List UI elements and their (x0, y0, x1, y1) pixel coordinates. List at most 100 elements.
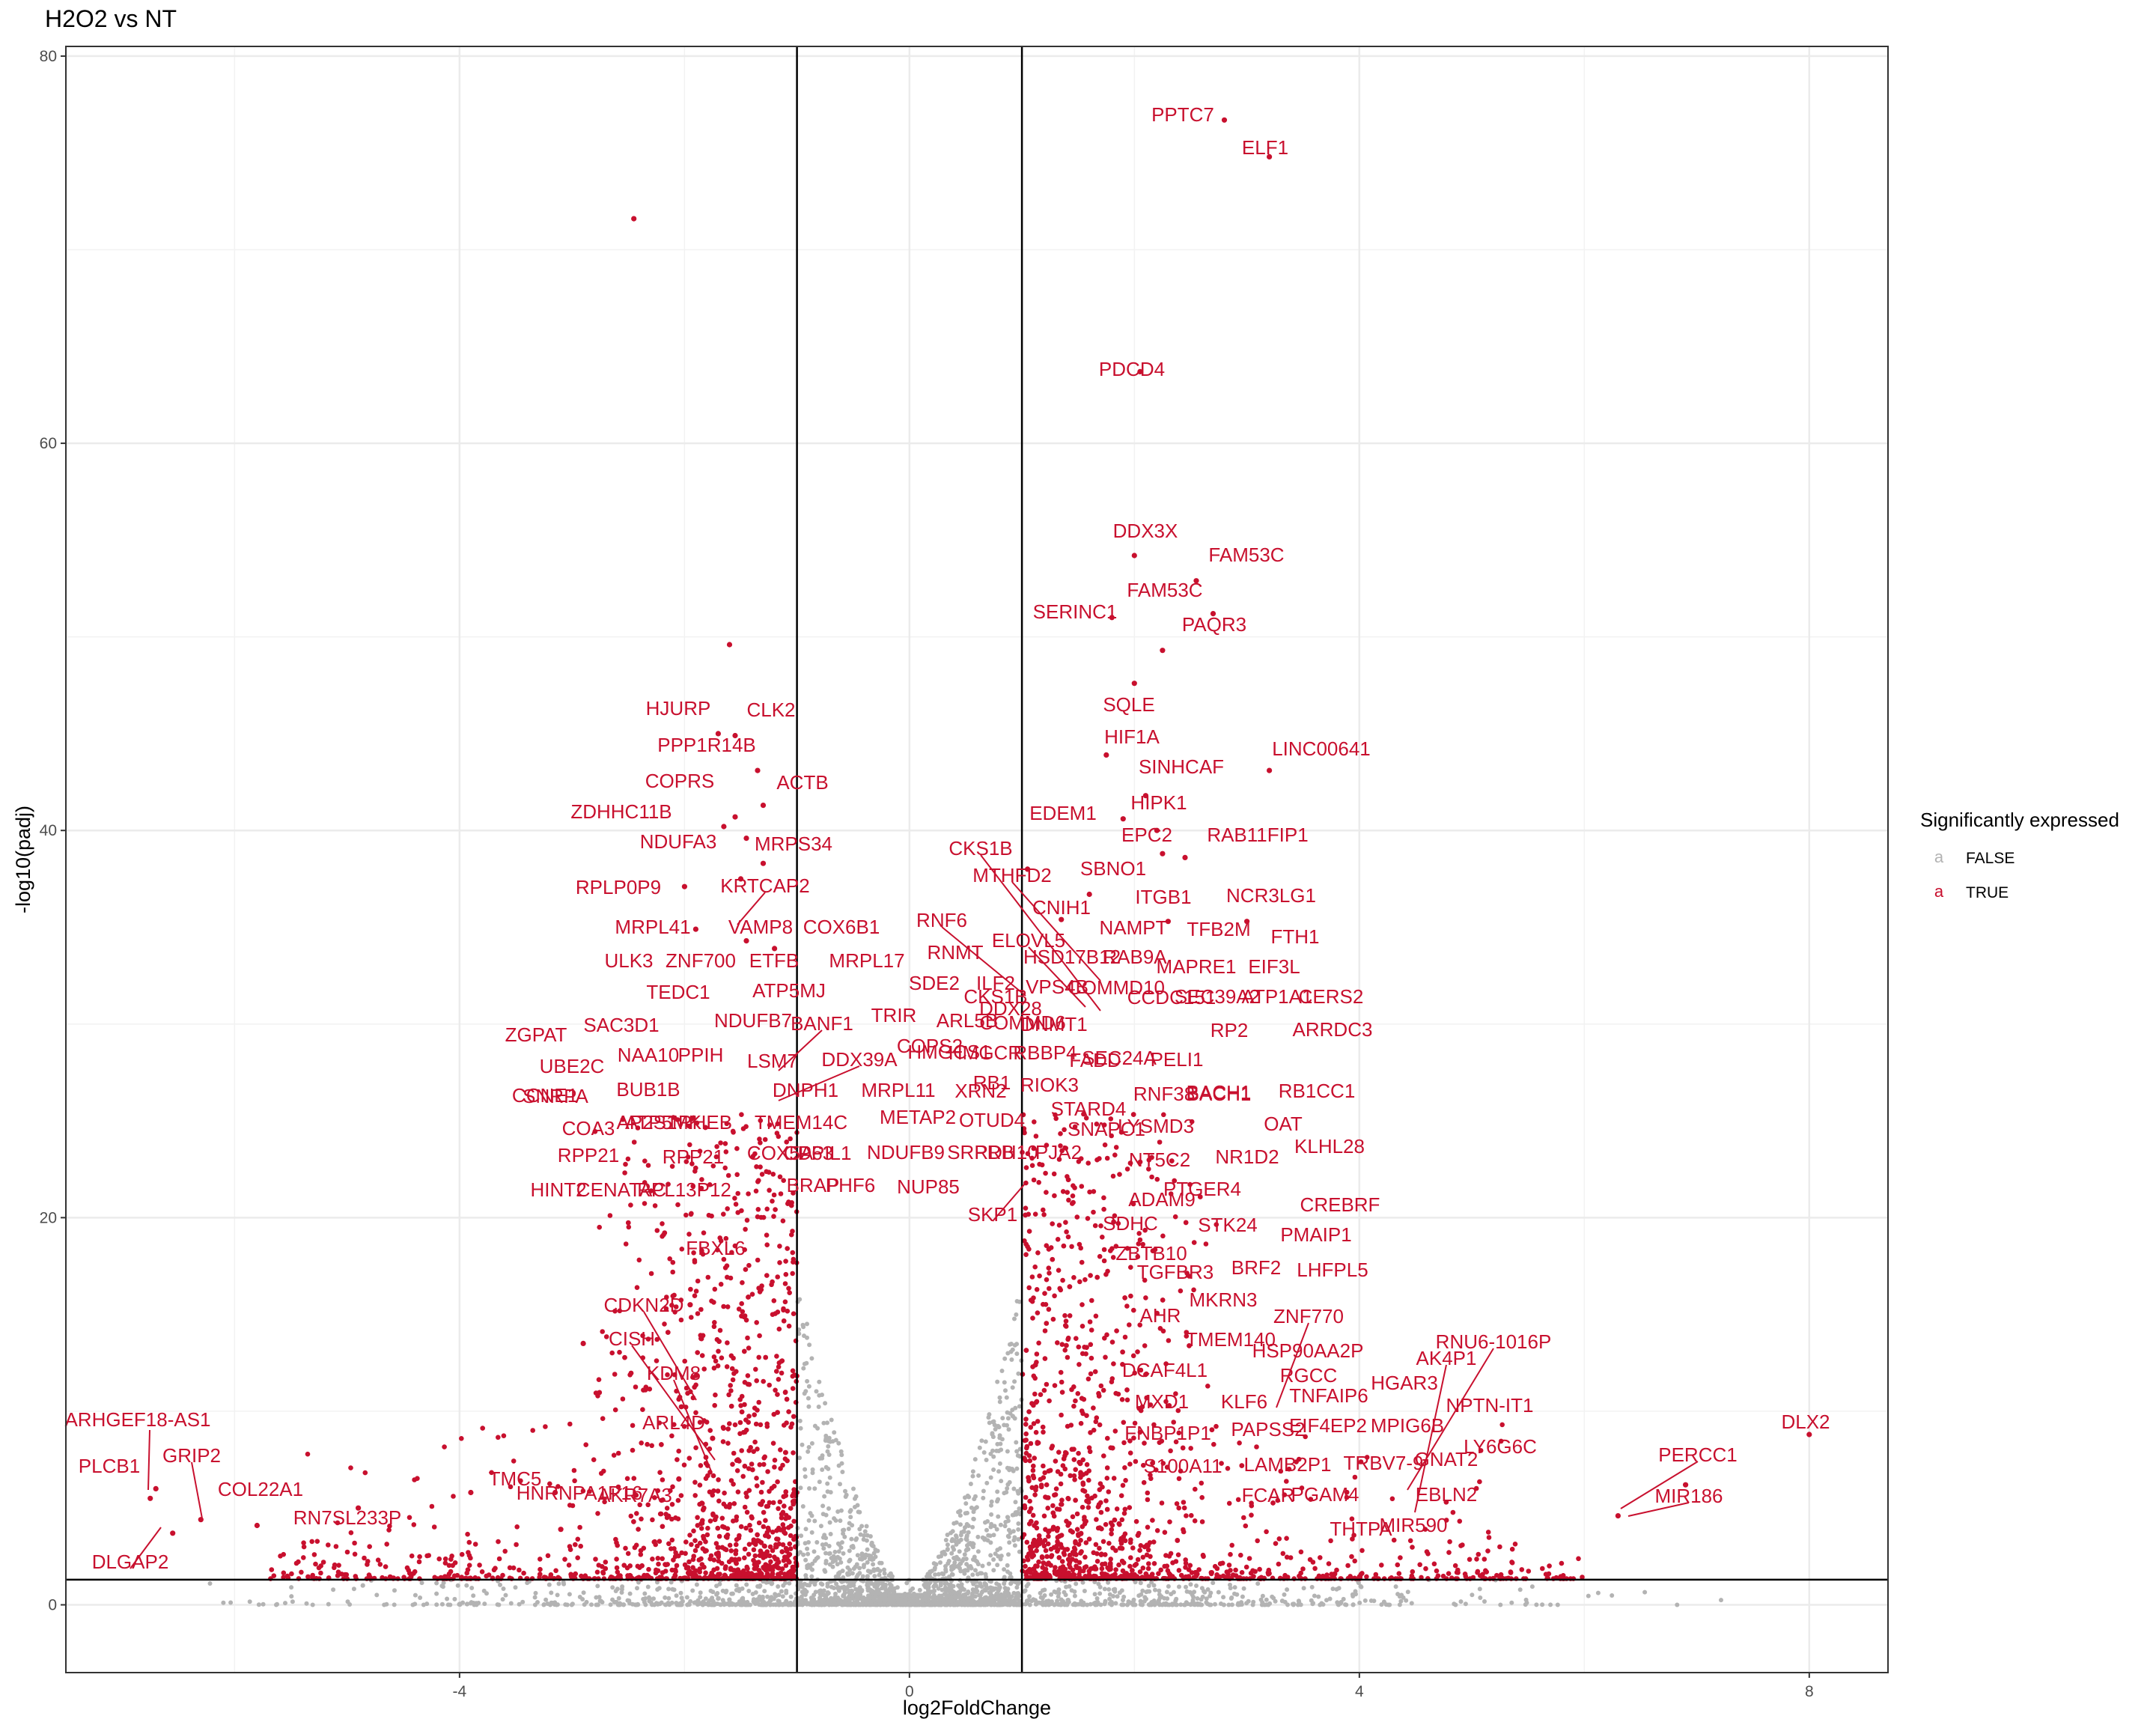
data-point-nonsignificant (958, 1522, 963, 1527)
data-point-nonsignificant (799, 1599, 804, 1604)
data-point-nonsignificant (826, 1602, 832, 1607)
data-point-significant (1237, 1440, 1242, 1446)
data-point-significant (1108, 1248, 1113, 1253)
data-point-significant (1084, 1413, 1089, 1418)
data-point-significant (730, 1461, 735, 1467)
data-point-significant (1199, 1494, 1205, 1500)
data-point-nonsignificant (289, 1594, 294, 1599)
data-point-nonsignificant (828, 1439, 832, 1444)
data-point-nonsignificant (802, 1589, 807, 1595)
data-point-nonsignificant (1211, 1581, 1216, 1586)
data-point-nonsignificant (695, 1600, 700, 1605)
data-point-significant (770, 1548, 776, 1554)
data-point-significant (417, 1554, 422, 1560)
data-point-nonsignificant (290, 1599, 295, 1604)
data-point-significant (701, 1230, 707, 1235)
data-point-significant (442, 1560, 448, 1566)
data-point-nonsignificant (999, 1447, 1004, 1452)
data-point-significant (654, 1228, 660, 1233)
data-point-significant (783, 1489, 788, 1494)
data-point-significant (1452, 1563, 1458, 1569)
data-point-nonsignificant (1049, 1592, 1054, 1597)
data-point-significant (572, 1478, 577, 1484)
data-point-significant (1023, 1348, 1029, 1353)
data-point-nonsignificant (1140, 1602, 1145, 1607)
data-point-significant (607, 1213, 613, 1218)
data-point-significant (788, 1506, 794, 1511)
data-point-significant (687, 1533, 692, 1538)
data-point-significant (626, 1220, 631, 1226)
data-point-significant (692, 1493, 698, 1498)
data-point-significant (721, 1426, 726, 1431)
data-point-significant (662, 1230, 668, 1235)
data-point-significant (1046, 1247, 1052, 1252)
data-point-significant (781, 1318, 787, 1324)
data-point-nonsignificant (938, 1583, 943, 1588)
data-point-significant (1065, 1336, 1071, 1342)
data-point-significant (598, 1470, 604, 1476)
data-point-nonsignificant (857, 1509, 862, 1515)
data-point-significant (700, 1251, 706, 1257)
data-point-significant (1288, 1555, 1294, 1560)
data-point-nonsignificant (663, 1595, 668, 1600)
data-point-significant (777, 1244, 782, 1249)
data-point-significant (1104, 1476, 1110, 1481)
data-point-significant (624, 1476, 630, 1482)
data-point-nonsignificant (874, 1587, 880, 1592)
data-point-nonsignificant (815, 1555, 820, 1560)
data-point-significant (752, 1553, 758, 1559)
data-point-nonsignificant (835, 1554, 841, 1560)
data-point-nonsignificant (1470, 1592, 1475, 1598)
data-point-significant (1084, 1345, 1089, 1350)
data-point-significant (659, 1497, 664, 1503)
data-point-significant (1022, 1455, 1027, 1461)
data-point-nonsignificant (805, 1583, 810, 1588)
data-point-significant (743, 1572, 749, 1577)
data-point-nonsignificant (919, 1592, 924, 1598)
data-point-nonsignificant (710, 1598, 716, 1604)
data-point-nonsignificant (984, 1527, 989, 1533)
data-point-nonsignificant (1458, 1599, 1464, 1604)
data-point-nonsignificant (817, 1393, 822, 1398)
data-point-nonsignificant (809, 1440, 814, 1446)
data-point-significant (362, 1470, 368, 1476)
data-point-significant (753, 1421, 759, 1427)
data-point-significant (683, 1551, 688, 1557)
data-point-nonsignificant (828, 1490, 833, 1495)
data-point-significant (1085, 1505, 1091, 1510)
data-point-significant (642, 1180, 648, 1185)
data-point-significant (657, 1420, 663, 1426)
data-point-nonsignificant (464, 1583, 469, 1588)
data-point-nonsignificant (1000, 1416, 1005, 1421)
data-point-nonsignificant (979, 1584, 984, 1589)
data-point-significant (733, 1202, 739, 1207)
data-point-significant (1091, 1189, 1097, 1194)
data-point-significant (650, 1557, 655, 1562)
data-point-significant (1276, 1536, 1282, 1542)
data-point-significant (785, 1458, 790, 1464)
data-point-nonsignificant (1009, 1357, 1014, 1362)
data-point-significant (761, 1455, 767, 1461)
data-point-nonsignificant (392, 1588, 397, 1593)
data-point-nonsignificant (556, 1581, 561, 1586)
data-point-significant (1047, 1286, 1052, 1292)
data-point-nonsignificant (957, 1584, 963, 1589)
data-point-nonsignificant (945, 1588, 951, 1593)
data-point-significant (1095, 1504, 1101, 1509)
data-point-significant (1041, 1207, 1046, 1213)
data-point-nonsignificant (351, 1586, 356, 1592)
data-point-significant (1028, 1425, 1034, 1430)
data-point-nonsignificant (1178, 1602, 1184, 1607)
data-point-significant (784, 1420, 789, 1426)
data-point-nonsignificant (859, 1588, 864, 1593)
data-point-nonsignificant (805, 1321, 809, 1327)
data-point-significant (716, 1348, 721, 1354)
data-point-nonsignificant (434, 1591, 439, 1596)
data-point-nonsignificant (508, 1601, 514, 1606)
data-point-nonsignificant (1357, 1600, 1362, 1605)
data-point-nonsignificant (847, 1521, 852, 1526)
data-point-nonsignificant (651, 1596, 656, 1601)
data-point-significant (735, 1190, 740, 1196)
data-point-nonsignificant (823, 1542, 829, 1547)
data-point-significant (593, 1557, 598, 1562)
